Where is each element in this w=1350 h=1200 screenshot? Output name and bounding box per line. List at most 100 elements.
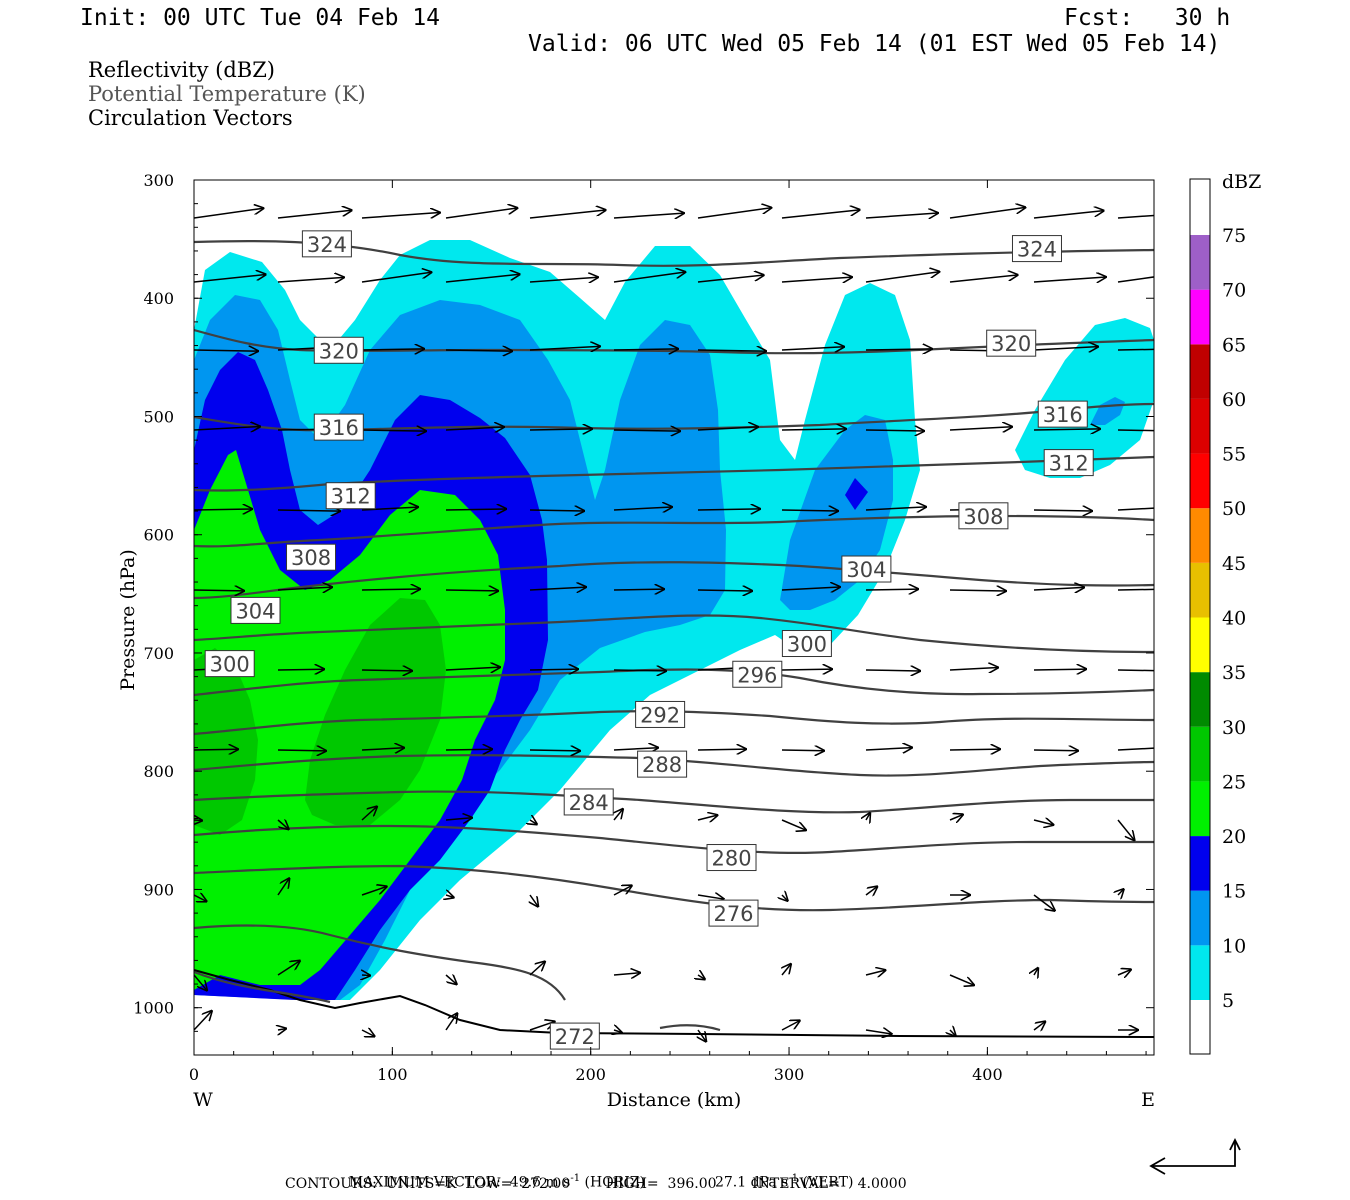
reflectivity-25dbz-area-west <box>194 648 258 835</box>
circulation-vector <box>1033 211 1104 219</box>
y-tick-label: 600 <box>143 526 174 545</box>
colorbar-label: 50 <box>1222 498 1246 520</box>
colorbar-label: 15 <box>1222 881 1246 903</box>
circulation-vector <box>361 507 418 510</box>
contour-label-box <box>1043 449 1094 477</box>
contour-label-box <box>635 700 686 728</box>
contour-label-box <box>563 788 614 816</box>
circulation-vector <box>194 590 244 591</box>
contour-label-box <box>637 750 688 778</box>
circulation-vector <box>194 820 202 821</box>
circulation-vector <box>866 813 870 820</box>
contour-labels: 324 324 320 320 316 316 312 312 308 308 304 304 300 3… <box>204 230 1094 1050</box>
contours-info-line: CONTOURS: UNITS=K LOW= 272.00 HIGH= 396.… <box>285 1176 907 1192</box>
contour-label: 316 <box>1043 403 1083 427</box>
colorbar-label: 20 <box>1222 826 1246 848</box>
y-axis: 300 400 500 600 700 800 900 1000 <box>133 171 1154 1056</box>
circulation-vector <box>361 430 426 431</box>
contour-label: 272 <box>555 1025 595 1049</box>
plot-frame <box>193 179 1155 1056</box>
contour-label-box <box>230 596 281 624</box>
colorbar-swatch <box>1190 562 1210 618</box>
contour-label: 300 <box>787 633 827 657</box>
x-tick-label: 0 <box>189 1065 199 1084</box>
circulation-vector <box>1033 277 1106 282</box>
circulation-vector <box>529 210 606 219</box>
colorbar-swatch <box>1190 890 1210 946</box>
contour-272-valley <box>659 1024 721 1032</box>
contour-label: 312 <box>331 485 371 509</box>
circulation-vector <box>1033 820 1053 825</box>
circulation-vector <box>530 894 538 906</box>
contour-label-box <box>708 899 759 927</box>
circulation-vector <box>949 974 974 985</box>
contour-label: 304 <box>846 558 886 582</box>
contour-label-box <box>549 1022 600 1050</box>
colorbar-label: 25 <box>1222 771 1246 793</box>
contour-label-box <box>313 336 364 364</box>
circulation-vector <box>1117 214 1154 219</box>
contour-label: 312 <box>1049 452 1089 476</box>
circulation-vector <box>865 887 877 895</box>
circulation-vector <box>613 886 632 896</box>
reflectivity-5dbz-area-east <box>1015 318 1154 478</box>
contour-284 <box>194 790 1154 814</box>
contour-label: 324 <box>307 233 347 257</box>
circulation-vector <box>529 510 584 511</box>
circulation-vectors <box>194 207 1154 1041</box>
y-tick-label: 700 <box>143 644 174 663</box>
circulation-vector <box>865 589 918 590</box>
circulation-vector <box>445 427 504 430</box>
contour-label: 316 <box>319 416 359 440</box>
circulation-vector <box>194 1011 212 1031</box>
colorbar-swatch <box>1190 836 1210 891</box>
circulation-vector <box>781 429 846 430</box>
circulation-vector <box>445 590 498 591</box>
circulation-vector <box>194 974 207 990</box>
contour-300 <box>194 614 1154 654</box>
contour-label-box <box>301 230 352 258</box>
circulation-vector <box>781 819 806 830</box>
contour-272-west <box>194 924 566 1001</box>
contour-label-box <box>1011 235 1062 263</box>
contour-label: 320 <box>319 339 359 363</box>
contour-label-box <box>706 844 757 872</box>
colorbar-swatch <box>1190 235 1210 290</box>
colorbar-label: 35 <box>1222 662 1246 684</box>
circulation-vector <box>865 349 932 350</box>
circulation-vector <box>613 430 680 431</box>
contour-label-box <box>204 650 255 678</box>
circulation-vector <box>781 210 860 219</box>
circulation-vector <box>277 750 326 751</box>
circulation-vector <box>1033 510 1092 511</box>
contour-label: 324 <box>1017 238 1057 262</box>
circulation-vector <box>949 427 1012 430</box>
circulation-vector <box>614 809 623 821</box>
circulation-vector <box>950 1030 956 1036</box>
x-tick-label: 200 <box>575 1065 606 1084</box>
contour-label: 292 <box>640 703 680 727</box>
circulation-vector <box>529 587 586 590</box>
contour-280 <box>194 824 1154 854</box>
circulation-vector <box>530 820 537 824</box>
x-axis: 0 100 200 300 400 <box>189 180 1147 1084</box>
circulation-vector <box>194 208 263 219</box>
circulation-vector <box>1033 1022 1045 1030</box>
circulation-vector <box>613 272 685 283</box>
colorbar-label: 70 <box>1222 280 1246 302</box>
x-axis-east-label: E <box>1141 1089 1155 1111</box>
circulation-vector <box>613 349 678 350</box>
contour-label-box <box>1037 400 1088 428</box>
circulation-vector <box>949 749 1000 750</box>
contour-label: 288 <box>642 753 682 777</box>
circulation-vector <box>194 895 206 901</box>
reference-vector-arrow <box>1149 1137 1241 1175</box>
circulation-vector <box>865 970 885 975</box>
circulation-vector <box>1033 669 1086 670</box>
circulation-vector <box>781 1021 800 1031</box>
circulation-vector <box>446 895 454 897</box>
circulation-vector <box>529 346 600 350</box>
circulation-vector <box>697 350 766 351</box>
circulation-vector <box>614 1030 622 1032</box>
